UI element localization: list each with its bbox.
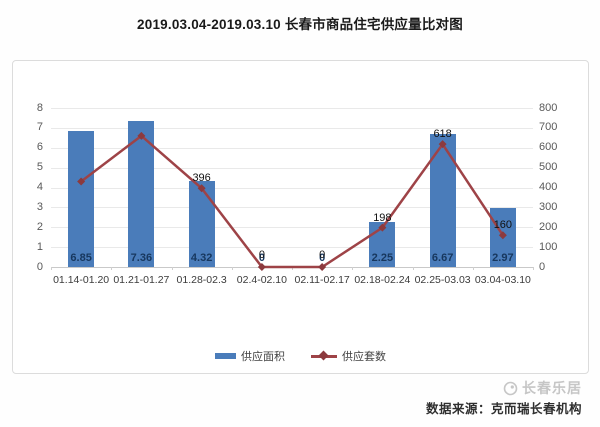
changchun-leju-logo: 长春乐居 [503,378,582,398]
bar [188,181,215,267]
bar-value-label: 6.85 [70,252,92,264]
gridline [51,247,533,249]
right-axis-tick-label: 200 [539,220,558,233]
x-axis-category-label: 02.11-02.17 [294,274,350,286]
line-value-label: 618 [433,128,452,141]
x-axis-tick [51,267,52,270]
line-marker-icon [378,223,387,232]
x-axis-category-label: 02.4-02.10 [236,274,287,286]
bar-value-label: 6.67 [431,252,454,264]
left-axis-tick-label: 6 [36,141,43,154]
bar-value-label: 4.32 [190,252,213,264]
x-axis-category-label: 01.14-01.20 [53,274,110,286]
x-axis-tick [111,267,113,270]
right-axis-tick-label: 700 [539,121,558,134]
bar-value-label: 2.25 [371,252,394,264]
line-value-label: 198 [373,211,392,224]
left-axis-tick-label: 5 [36,161,43,174]
x-axis-tick [352,267,354,270]
legend-label-supply-units: 供应套数 [342,351,386,363]
line-marker-icon [257,263,266,271]
line-marker-icon [318,350,329,361]
line-value-label: 396 [192,172,211,185]
left-axis-tick-label: 4 [36,181,43,193]
gridline [51,207,533,209]
right-axis-tick-label: 400 [539,181,558,193]
x-axis-tick [231,267,233,270]
bar [68,130,95,267]
leju-logo-text: 长春乐居 [522,380,582,396]
bar-value-label: 0 [258,252,265,264]
right-axis-tick-label: 0 [539,260,546,273]
legend-label-supply-area: 供应面积 [241,351,285,363]
gridline [51,167,533,169]
right-axis-tick-label: 100 [539,240,558,253]
right-axis-tick-label: 800 [539,101,558,114]
line-path [80,134,504,269]
x-axis-category-label: 01.21-01.27 [113,274,170,286]
line-value-label: 160 [493,219,513,232]
x-axis-category-label: 02.18-02.24 [354,274,411,286]
gridline [51,227,533,229]
legend: 供应面积 供应套数 [13,348,588,364]
gridline [51,127,533,129]
gridline [51,187,533,189]
left-axis-tick-label: 0 [36,260,43,273]
bar [128,120,155,267]
line-marker-icon [77,177,86,186]
left-axis-tick-label: 7 [36,121,43,134]
x-axis-tick [292,267,293,270]
x-axis-category-label: 02.25-03.03 [414,274,471,286]
x-axis-tick [472,267,474,270]
gridline [51,147,533,149]
left-axis-tick-label: 2 [36,220,43,233]
line-value-label: 0 [319,249,326,261]
line-series-swatch-icon [311,350,337,361]
chart-panel: 0 1 2 3 4 5 6 7 8 0 100 200 300 400 500 600 700 800 01.14-… [12,60,589,374]
leju-logo-icon [503,381,518,395]
line-marker-icon [318,263,327,271]
chart-title: 2019.03.04-2019.03.10 长春市商品住宅供应量比对图 [137,17,463,32]
right-axis-tick-label: 500 [539,161,558,174]
line-marker-icon [438,140,447,149]
bar-value-label: 2.97 [492,252,514,264]
data-source: 数据来源：克而瑞长春机构 [425,402,582,416]
legend-item-supply-units: 供应套数 [311,348,386,364]
left-axis-tick-label: 8 [36,101,43,114]
line-value-label: 0 [258,249,265,261]
line-marker-icon [137,131,146,140]
left-axis-tick-label: 3 [36,200,43,213]
x-axis-tick [171,267,173,270]
line-marker-icon [197,184,206,193]
gridline [51,108,533,109]
legend-item-supply-area: 供应面积 [215,348,285,364]
bar-value-label: 7.36 [130,252,153,264]
left-axis-tick-label: 1 [36,240,43,253]
x-axis-tick [412,267,414,270]
x-axis-tick [533,267,534,270]
bar-series-swatch-icon [215,353,236,359]
line-marker-icon [498,231,507,240]
x-axis-category-label: 03.04-03.10 [474,274,531,286]
bar-value-label: 0 [319,252,326,264]
x-axis-category-label: 01.28-02.3 [176,274,227,286]
right-axis-tick-label: 600 [539,141,558,154]
right-axis-tick-label: 300 [539,200,558,213]
line-series [77,131,507,271]
